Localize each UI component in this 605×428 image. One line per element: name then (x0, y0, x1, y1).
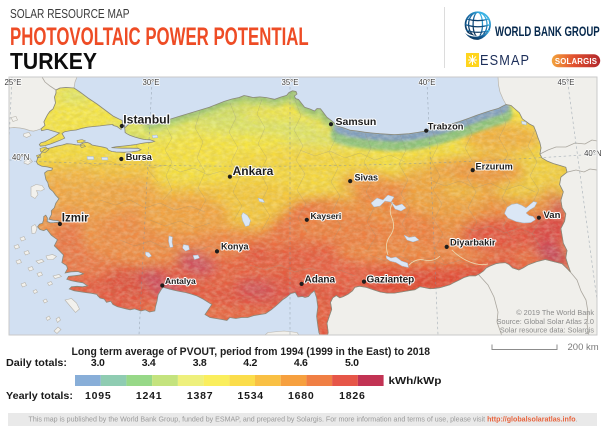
svg-text:Yearly totals:: Yearly totals: (6, 390, 73, 402)
svg-text:5.0: 5.0 (345, 357, 359, 369)
svg-text:3.8: 3.8 (193, 357, 207, 369)
svg-text:1095: 1095 (85, 390, 111, 402)
svg-text:40°N: 40°N (12, 153, 29, 162)
svg-text:Long term average of PVOUT, pe: Long term average of PVOUT, period from … (72, 346, 431, 358)
svg-text:1534: 1534 (237, 390, 263, 402)
svg-text:40°E: 40°E (419, 78, 436, 87)
svg-text:Van: Van (544, 210, 561, 221)
svg-text:© 2019 The World Bank: © 2019 The World Bank (516, 308, 594, 317)
svg-text:kWh/kWp: kWh/kWp (389, 375, 442, 387)
svg-text:Diyarbakir: Diyarbakir (450, 238, 496, 248)
svg-text:25°E: 25°E (5, 78, 22, 87)
svg-text:1241: 1241 (136, 390, 162, 402)
svg-text:Solar resource data: Solargis: Solar resource data: Solargis (500, 326, 594, 335)
svg-text:4.2: 4.2 (243, 357, 257, 369)
svg-text:Izmir: Izmir (62, 212, 89, 224)
svg-text:Ankara: Ankara (233, 164, 274, 178)
svg-text:45°E: 45°E (558, 78, 575, 87)
svg-text:Antalya: Antalya (165, 276, 196, 286)
svg-text:40°N: 40°N (584, 149, 601, 158)
svg-text:Adana: Adana (305, 275, 336, 286)
svg-text:Gaziantep: Gaziantep (367, 275, 415, 286)
svg-text:This map is published by the W: This map is published by the World Bank … (29, 415, 578, 424)
svg-text:1387: 1387 (187, 390, 213, 402)
svg-text:1680: 1680 (288, 390, 314, 402)
svg-text:Istanbul: Istanbul (123, 112, 170, 126)
svg-text:Trabzon: Trabzon (428, 121, 464, 131)
svg-text:3.0: 3.0 (91, 357, 105, 369)
svg-text:Bursa: Bursa (126, 152, 153, 162)
svg-text:Source: Global Solar Atlas 2.0: Source: Global Solar Atlas 2.0 (497, 317, 594, 326)
svg-text:200 km: 200 km (568, 342, 599, 353)
svg-text:35°E: 35°E (282, 78, 299, 87)
svg-text:Daily totals:: Daily totals: (6, 357, 67, 369)
svg-text:Kayseri: Kayseri (311, 211, 342, 221)
svg-text:30°E: 30°E (143, 78, 160, 87)
svg-text:4.6: 4.6 (294, 357, 308, 369)
svg-text:SOLARGIS: SOLARGIS (555, 57, 597, 66)
svg-text:Konya: Konya (221, 242, 250, 252)
svg-text:Erzurum: Erzurum (476, 162, 513, 172)
svg-text:Sivas: Sivas (355, 173, 379, 183)
svg-text:Samsun: Samsun (336, 116, 377, 128)
svg-text:3.4: 3.4 (142, 357, 156, 369)
svg-text:1826: 1826 (339, 390, 365, 402)
